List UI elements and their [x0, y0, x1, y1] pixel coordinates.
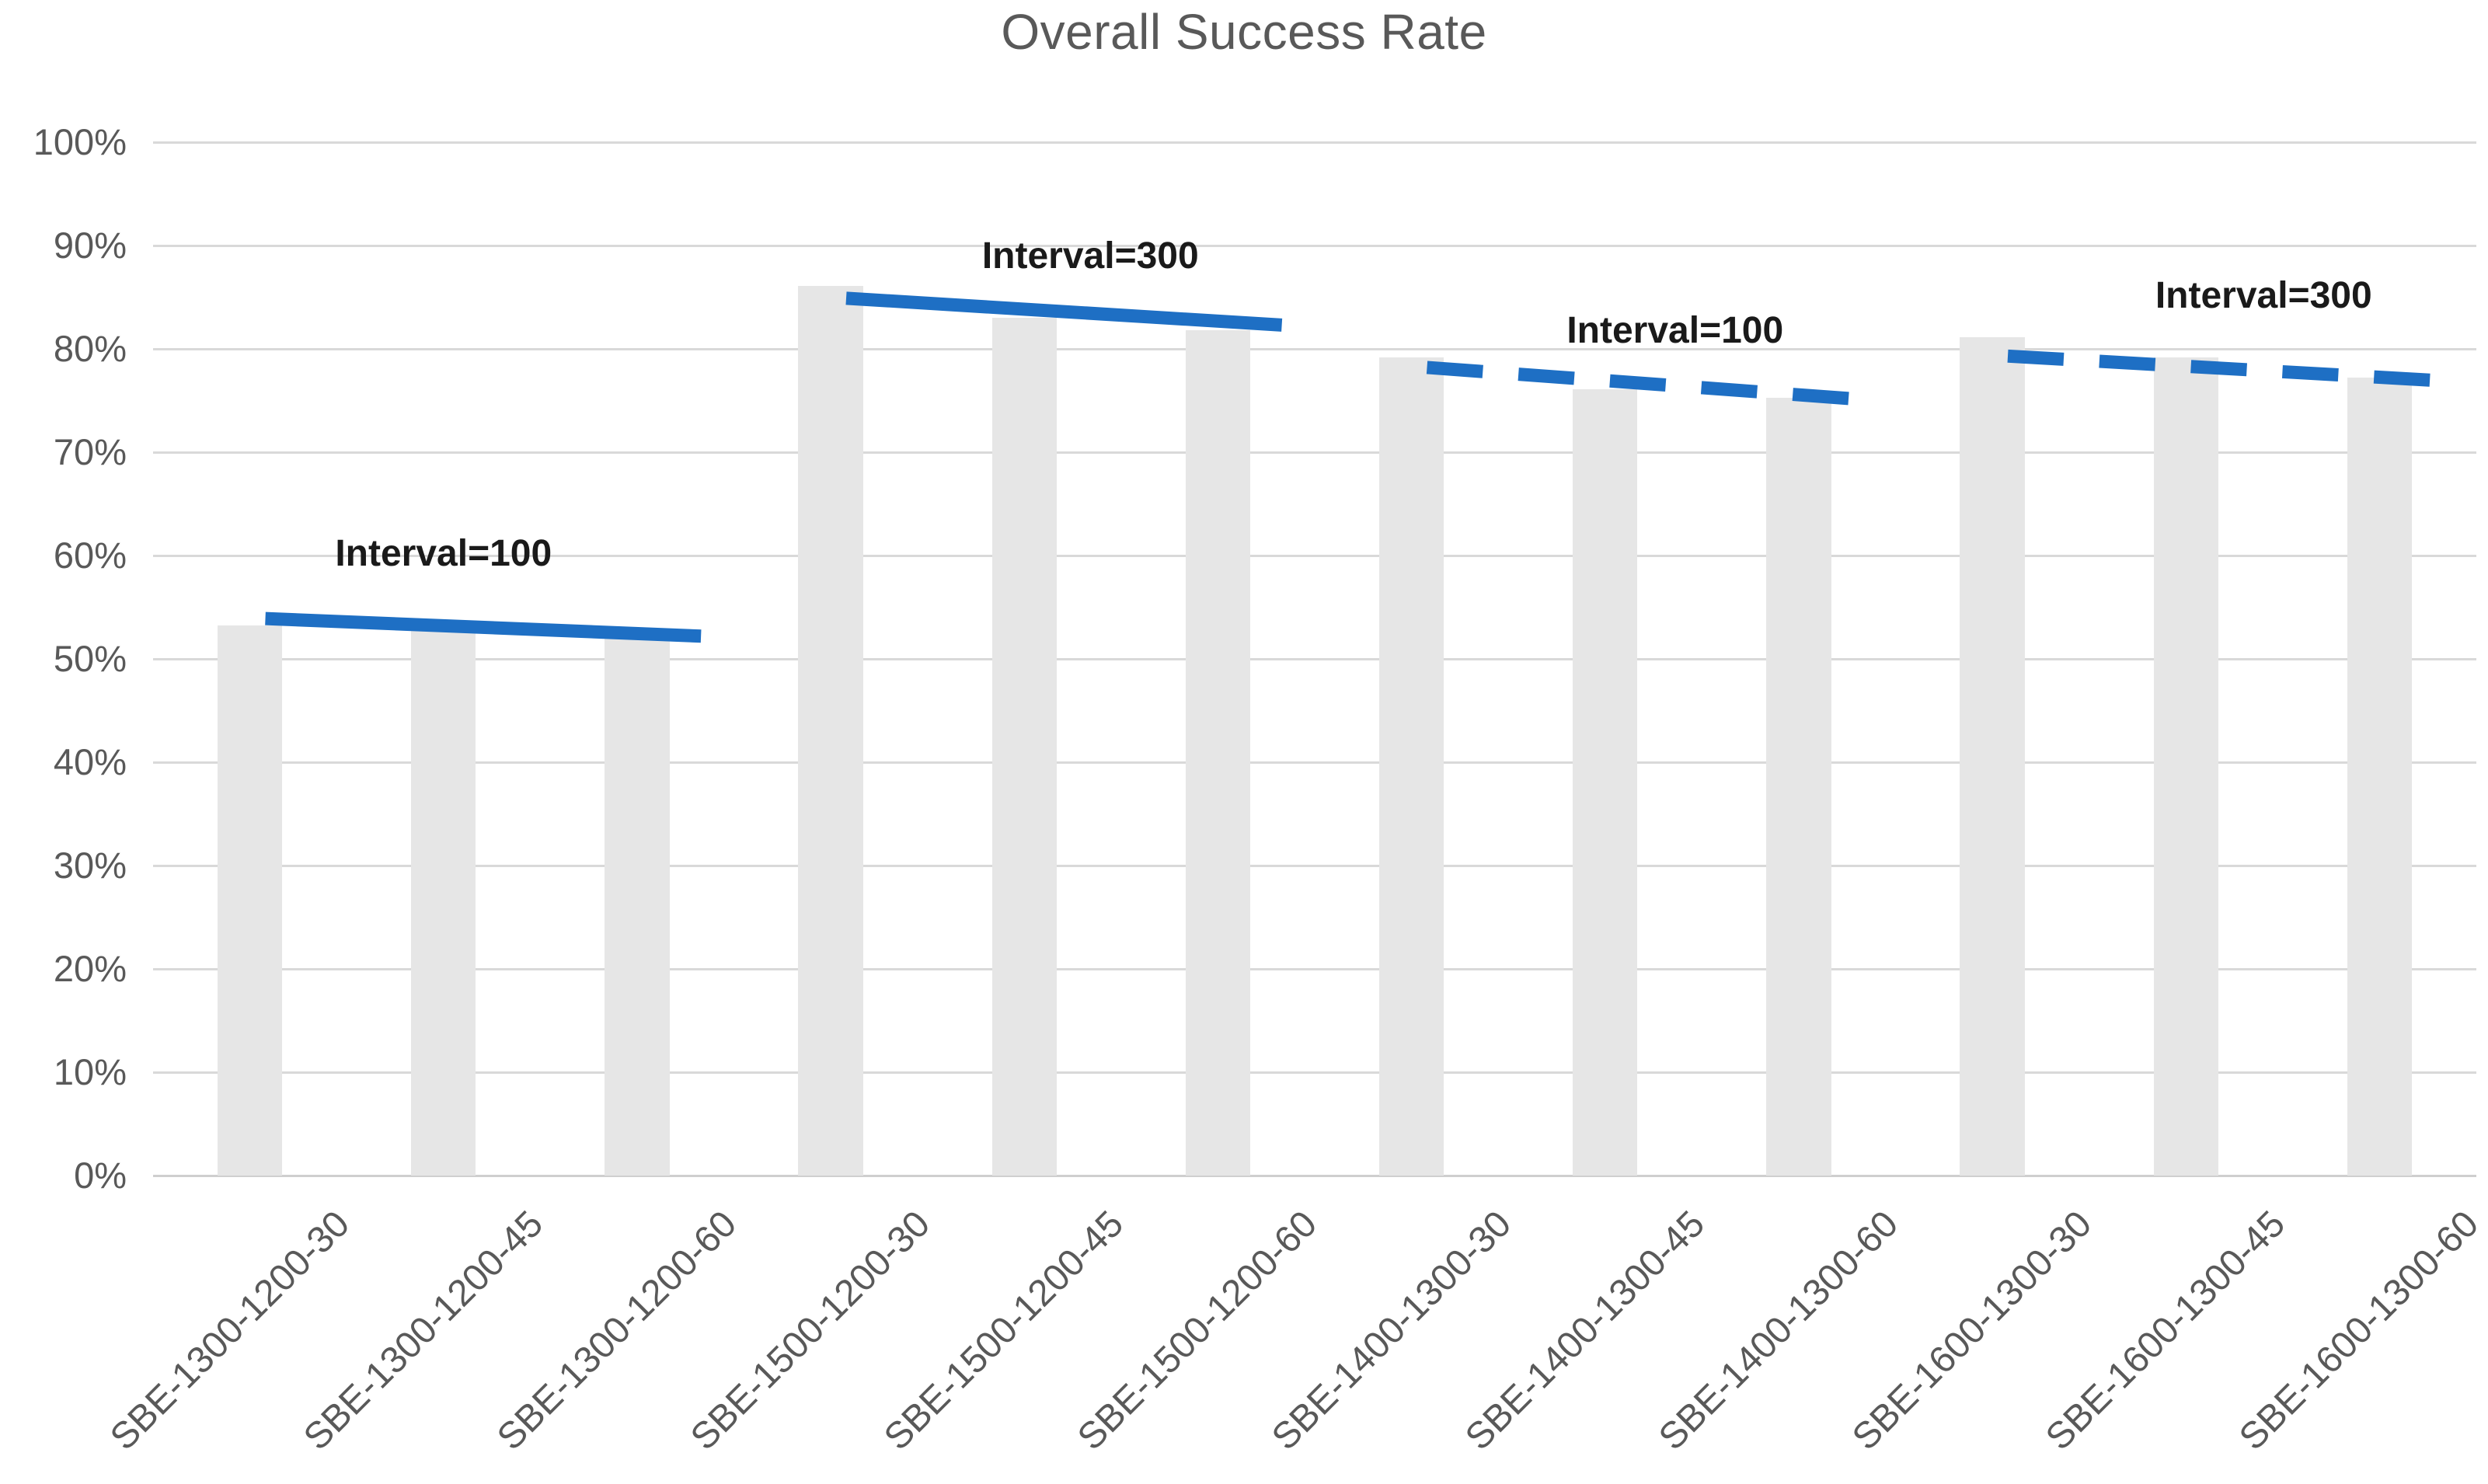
- gridline: [153, 451, 2476, 454]
- trendline-dashed: [2007, 349, 2444, 388]
- trendline-solid: [845, 291, 1283, 332]
- gridline: [153, 967, 2476, 970]
- y-axis-tick-label: 70%: [53, 431, 127, 472]
- chart-title: Overall Success Rate: [1001, 4, 1487, 60]
- gridline: [153, 864, 2476, 867]
- trendline-annotation: Interval=100: [1566, 309, 1784, 351]
- y-axis-tick-label: 50%: [53, 638, 127, 679]
- trendline-annotation: Interval=300: [981, 235, 1199, 277]
- gridline: [153, 1071, 2476, 1074]
- bar: [1766, 397, 1831, 1176]
- trendline-solid: [265, 611, 702, 643]
- gridline: [153, 657, 2476, 660]
- bar: [2347, 378, 2413, 1176]
- y-axis-tick-label: 60%: [53, 535, 127, 576]
- bar: [2153, 357, 2218, 1176]
- y-axis-tick-label: 100%: [33, 121, 127, 162]
- bar: [605, 635, 670, 1176]
- trendlines-layer: [265, 291, 2444, 643]
- y-axis-tick-label: 10%: [53, 1051, 127, 1092]
- bar: [991, 318, 1057, 1176]
- y-axis-tick-label: 90%: [53, 225, 127, 266]
- bar: [1185, 330, 1251, 1176]
- trendline-annotation: Interval=300: [2155, 274, 2372, 316]
- trendline-annotation: Interval=100: [335, 533, 552, 574]
- x-axis-line: [153, 1174, 2476, 1177]
- bar: [1378, 357, 1444, 1176]
- y-axis-tick-label: 40%: [53, 741, 127, 782]
- y-axis-tick-label: 0%: [74, 1155, 127, 1196]
- bar: [1573, 388, 1638, 1176]
- gridline: [153, 141, 2476, 144]
- bar: [217, 625, 283, 1176]
- bar: [798, 285, 863, 1176]
- y-axis-tick-label: 30%: [53, 845, 127, 886]
- gridline: [153, 761, 2476, 764]
- gridline: [153, 554, 2476, 557]
- trendline-dashed: [1426, 361, 1863, 406]
- gridline: [153, 244, 2476, 247]
- y-axis-tick-label: 80%: [53, 328, 127, 369]
- y-axis-tick-label: 20%: [53, 948, 127, 989]
- bar: [411, 629, 476, 1176]
- bar: [1960, 337, 2025, 1176]
- gridline: [153, 347, 2476, 350]
